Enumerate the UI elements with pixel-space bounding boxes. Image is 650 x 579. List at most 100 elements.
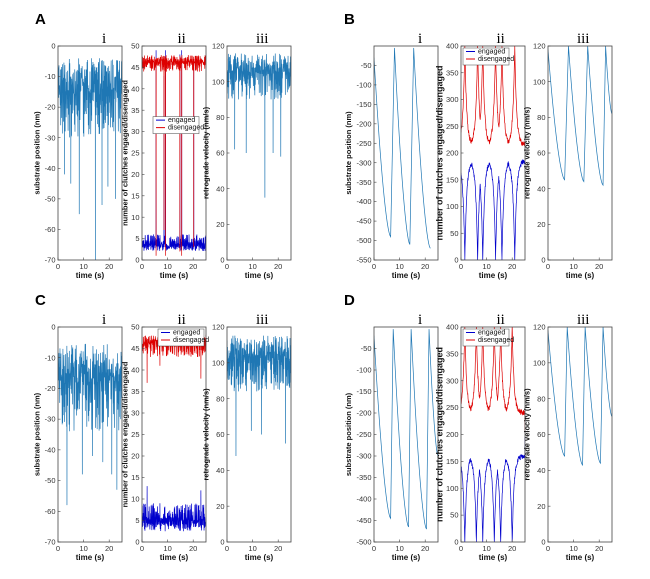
y-tick-label: 30	[131, 409, 139, 418]
series-line	[227, 335, 291, 457]
x-tick-label: 20	[105, 262, 113, 271]
y-tick-label: 80	[537, 394, 545, 403]
y-tick-label: 300	[446, 376, 459, 385]
legend-entry-engaged: engaged	[173, 330, 200, 337]
x-tick-label: 0	[459, 544, 463, 553]
y-tick-label: 0	[541, 538, 545, 547]
axis-frame	[547, 45, 613, 261]
y-tick-label: -250	[356, 430, 371, 439]
y-tick-label: -400	[356, 495, 371, 504]
series-line	[374, 329, 438, 530]
y-axis-label: number of clutches engaged/disengaged	[434, 65, 444, 240]
y-axis-label: retrograde velocity (nm/s)	[522, 106, 531, 199]
y-tick-label: 250	[446, 122, 459, 131]
y-tick-label: 25	[131, 430, 139, 439]
x-tick-label: 0	[56, 262, 60, 271]
y-tick-label: 100	[533, 358, 546, 367]
y-tick-label: 60	[537, 430, 545, 439]
x-tick-label: 10	[79, 544, 87, 553]
y-tick-label: -40	[45, 445, 56, 454]
y-axis-label: retrograde velocity (nm/s)	[522, 388, 531, 481]
x-tick-label: 10	[482, 262, 490, 271]
x-axis-label: time (s)	[76, 271, 105, 280]
y-tick-label: -500	[356, 236, 371, 245]
legend-entry-engaged: engaged	[168, 117, 195, 124]
subpanel-label: i	[102, 31, 106, 47]
subpanel-label: i	[418, 312, 422, 328]
y-tick-label: 40	[216, 184, 224, 193]
x-tick-label: 20	[595, 544, 603, 553]
y-tick-label: 200	[446, 430, 459, 439]
y-tick-label: -40	[45, 164, 56, 173]
axis-frame	[460, 326, 526, 543]
y-tick-label: 150	[446, 457, 459, 466]
y-tick-label: 45	[131, 63, 139, 72]
series-line	[548, 327, 612, 467]
y-tick-label: 20	[537, 502, 545, 511]
y-tick-label: 20	[216, 502, 224, 511]
y-tick-label: 20	[131, 170, 139, 179]
subpanel-label: ii	[497, 312, 505, 328]
legend-entry-disengaged: disengaged	[478, 56, 514, 63]
subpanel-label: iii	[577, 31, 590, 47]
x-tick-label: 20	[274, 544, 282, 553]
series-line-engaged	[142, 486, 206, 532]
x-axis-label: time (s)	[479, 271, 508, 280]
subpanel-label: ii	[178, 31, 186, 47]
x-tick-label: 10	[248, 262, 256, 271]
x-tick-label: 10	[569, 262, 577, 271]
subpanel-label: iii	[256, 31, 269, 47]
x-axis-label: time (s)	[245, 271, 274, 280]
y-tick-label: -20	[45, 103, 56, 112]
series-line	[227, 53, 291, 198]
y-tick-label: 0	[135, 538, 139, 547]
y-tick-label: -30	[45, 415, 56, 424]
x-axis-label: time (s)	[245, 553, 274, 562]
y-tick-label: 150	[446, 175, 459, 184]
y-axis-label: substrate position (nm)	[32, 111, 41, 195]
y-tick-label: -60	[45, 507, 56, 516]
axis-frame	[57, 45, 123, 261]
y-tick-label: 100	[212, 358, 225, 367]
series-line	[58, 343, 122, 506]
y-tick-label: 20	[216, 220, 224, 229]
y-tick-label: -200	[356, 119, 371, 128]
axis-frame	[373, 45, 439, 261]
y-axis-label: retrograde velocity (nm/s)	[201, 388, 210, 481]
y-tick-label: 350	[446, 349, 459, 358]
y-axis-label: substrate position (nm)	[344, 111, 353, 195]
y-tick-label: 5	[135, 516, 139, 525]
legend-entry-disengaged: disengaged	[478, 337, 514, 344]
y-tick-label: 40	[216, 466, 224, 475]
x-tick-label: 20	[421, 544, 429, 553]
subpanel-label: ii	[497, 31, 505, 47]
x-tick-label: 10	[163, 262, 171, 271]
y-tick-label: -200	[356, 409, 371, 418]
x-tick-label: 0	[140, 262, 144, 271]
x-axis-label: time (s)	[160, 271, 189, 280]
y-tick-label: 35	[131, 387, 139, 396]
x-axis-label: time (s)	[566, 271, 595, 280]
y-tick-label: 250	[446, 403, 459, 412]
x-tick-label: 0	[140, 544, 144, 553]
y-tick-label: -10	[45, 72, 56, 81]
y-tick-label: -100	[356, 366, 371, 375]
y-tick-label: 80	[216, 394, 224, 403]
x-tick-label: 20	[274, 262, 282, 271]
legend-box	[157, 328, 205, 347]
y-tick-label: 0	[541, 256, 545, 265]
x-axis-label: time (s)	[392, 271, 421, 280]
y-tick-label: 0	[220, 538, 224, 547]
y-tick-label: -70	[45, 256, 56, 265]
y-tick-label: 350	[446, 68, 459, 77]
y-tick-label: -50	[361, 61, 372, 70]
y-tick-label: 40	[131, 366, 139, 375]
x-tick-label: 0	[546, 544, 550, 553]
y-tick-label: 60	[537, 149, 545, 158]
x-tick-label: 10	[163, 544, 171, 553]
